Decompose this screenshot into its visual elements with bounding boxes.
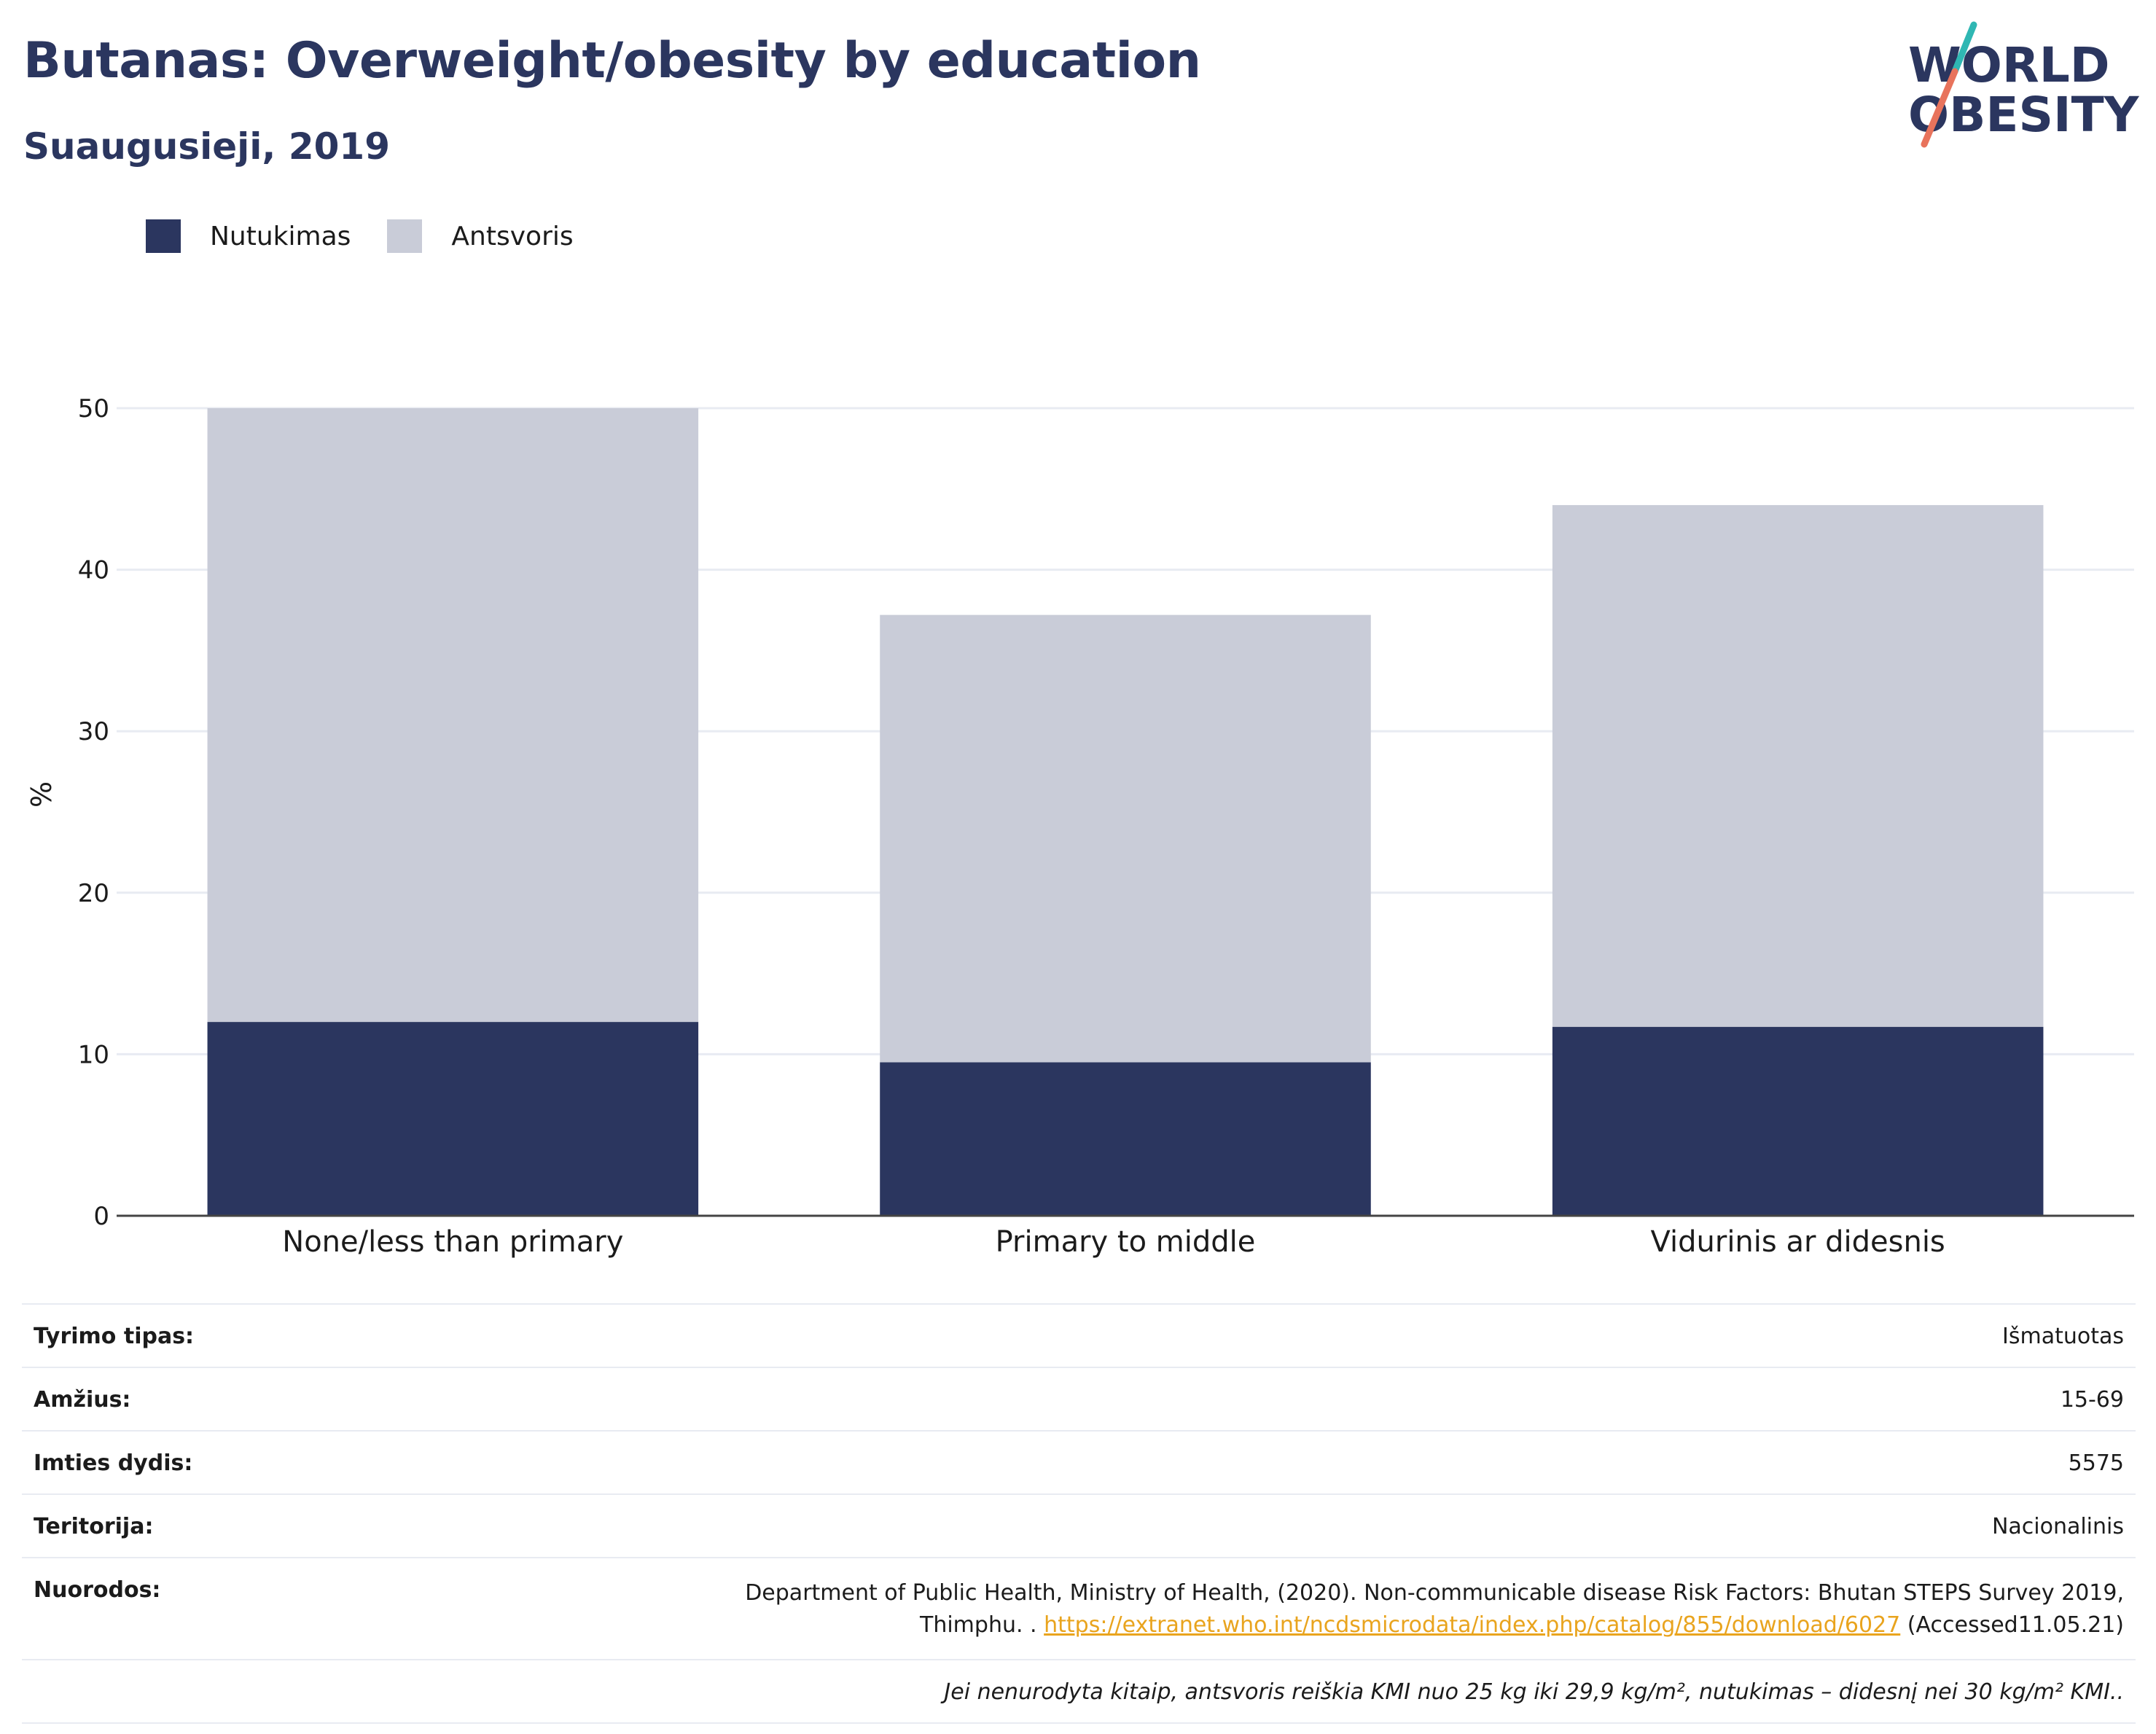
chart-title: Butanas: Overweight/obesity by education (23, 32, 1201, 90)
y-tick-label-50: 50 (78, 394, 109, 423)
survey-type-value: Išmatuotas (2002, 1324, 2124, 1349)
age-label: Amžius: (34, 1387, 131, 1413)
logo-slash-coral (1921, 68, 1958, 148)
survey-info-table: Tyrimo tipas: Išmatuotas Amžius: 15-69 I… (22, 1303, 2136, 1724)
x-category-label-0: None/less than primary (282, 1225, 623, 1259)
legend-item-obesity[interactable]: Nutukimas (146, 219, 351, 253)
references-accessed: (Accessed11.05.21) (1907, 1612, 2124, 1638)
y-tick-label-20: 20 (78, 879, 109, 908)
x-category-label-1: Primary to middle (996, 1225, 1256, 1259)
references-value: Department of Public Health, Ministry of… (745, 1577, 2124, 1641)
sample-size-label: Imties dydis: (34, 1450, 193, 1476)
legend-item-overweight[interactable]: Antsvoris (387, 219, 574, 253)
bars (207, 408, 2044, 1216)
legend: Nutukimas Antsvoris (146, 216, 610, 257)
bar-obesity-0[interactable] (207, 1022, 699, 1216)
chart-subtitle: Suaugusieji, 2019 (23, 125, 390, 168)
survey-type-label: Tyrimo tipas: (34, 1324, 195, 1349)
age-value: 15-69 (2060, 1387, 2124, 1413)
bar-overweight-0[interactable] (207, 408, 699, 1023)
info-row-references: Nuorodos: Department of Public Health, M… (22, 1557, 2136, 1659)
y-tick-label-40: 40 (78, 556, 109, 585)
definition-note: Jei nenurodyta kitaip, antsvoris reiškia… (22, 1659, 2136, 1724)
references-prefix: Thimphu. . (920, 1612, 1037, 1638)
legend-label-overweight: Antsvoris (451, 221, 574, 251)
y-tick-label-0: 0 (93, 1202, 109, 1231)
legend-swatch-obesity (146, 219, 181, 253)
references-line1: Department of Public Health, Ministry of… (745, 1580, 2124, 1606)
y-tick-label-30: 30 (78, 717, 109, 746)
bar-overweight-2[interactable] (1552, 504, 2044, 1027)
territory-label: Teritorija: (34, 1514, 154, 1539)
info-row-sample-size: Imties dydis: 5575 (22, 1430, 2136, 1493)
logo-slash-teal (1951, 21, 1977, 75)
bar-obesity-1[interactable] (880, 1062, 1371, 1216)
x-category-label-2: Vidurinis ar didesnis (1651, 1225, 1945, 1259)
sample-size-value: 5575 (2068, 1450, 2124, 1476)
bar-chart: 0 10 20 30 40 50 None/less than primary Primary… (26, 394, 2134, 1259)
logo-line1: WORLD (1908, 37, 2110, 93)
y-axis-title: % (26, 781, 58, 808)
legend-swatch-overweight (387, 219, 423, 253)
info-row-age: Amžius: 15-69 (22, 1367, 2136, 1430)
references-link[interactable]: https://extranet.who.int/ncdsmicrodata/i… (1044, 1612, 1901, 1638)
territory-value: Nacionalinis (1991, 1514, 2124, 1539)
info-row-territory: Teritorija: Nacionalinis (22, 1493, 2136, 1557)
info-row-survey-type: Tyrimo tipas: Išmatuotas (22, 1303, 2136, 1367)
bar-obesity-2[interactable] (1552, 1026, 2044, 1216)
legend-label-obesity: Nutukimas (210, 221, 351, 251)
axes: 0 10 20 30 40 50 None/less than primary Primary… (78, 394, 2134, 1259)
y-tick-label-10: 10 (78, 1040, 109, 1069)
bar-overweight-1[interactable] (880, 614, 1371, 1063)
references-label: Nuorodos: (34, 1577, 161, 1603)
world-obesity-logo: WORLD OBESITY (1908, 21, 2140, 148)
